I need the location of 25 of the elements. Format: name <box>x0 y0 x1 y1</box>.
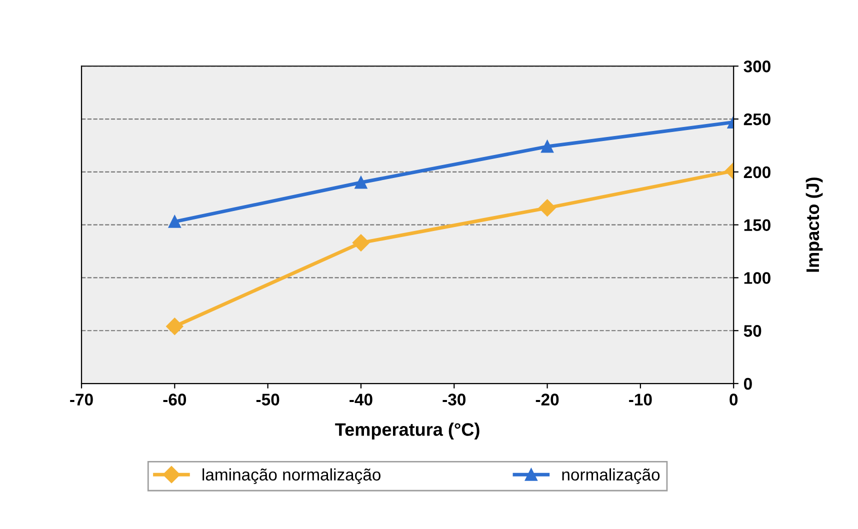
legend-label: normalização <box>562 468 660 484</box>
y-tick-label: 150 <box>744 219 770 232</box>
legend-label: laminação normalização <box>202 468 380 484</box>
x-axis-title: Temperatura (°C) <box>335 422 480 440</box>
y-tick-label: 50 <box>744 325 762 337</box>
y-tick-label: 100 <box>744 272 770 284</box>
x-tick-label: -20 <box>536 394 559 406</box>
point <box>541 140 554 153</box>
x-tick-label: -50 <box>256 394 280 406</box>
y-tick-label: 200 <box>744 166 770 178</box>
point <box>538 199 556 216</box>
point <box>352 234 370 252</box>
x-tick-label: -40 <box>350 394 372 406</box>
y-tick-label: 300 <box>744 60 770 72</box>
y-axis-title: Impacto (J) <box>806 178 823 272</box>
x-tick-label: -10 <box>629 394 652 406</box>
point <box>168 215 181 228</box>
point <box>166 318 184 335</box>
x-tick-label: -30 <box>442 394 466 406</box>
y-tick-label: 0 <box>744 378 752 390</box>
x-tick-label: 0 <box>730 394 738 406</box>
x-tick-label: -60 <box>163 394 186 406</box>
point <box>354 176 368 189</box>
x-tick-label: -70 <box>70 394 93 406</box>
y-tick-label: 250 <box>744 113 770 126</box>
